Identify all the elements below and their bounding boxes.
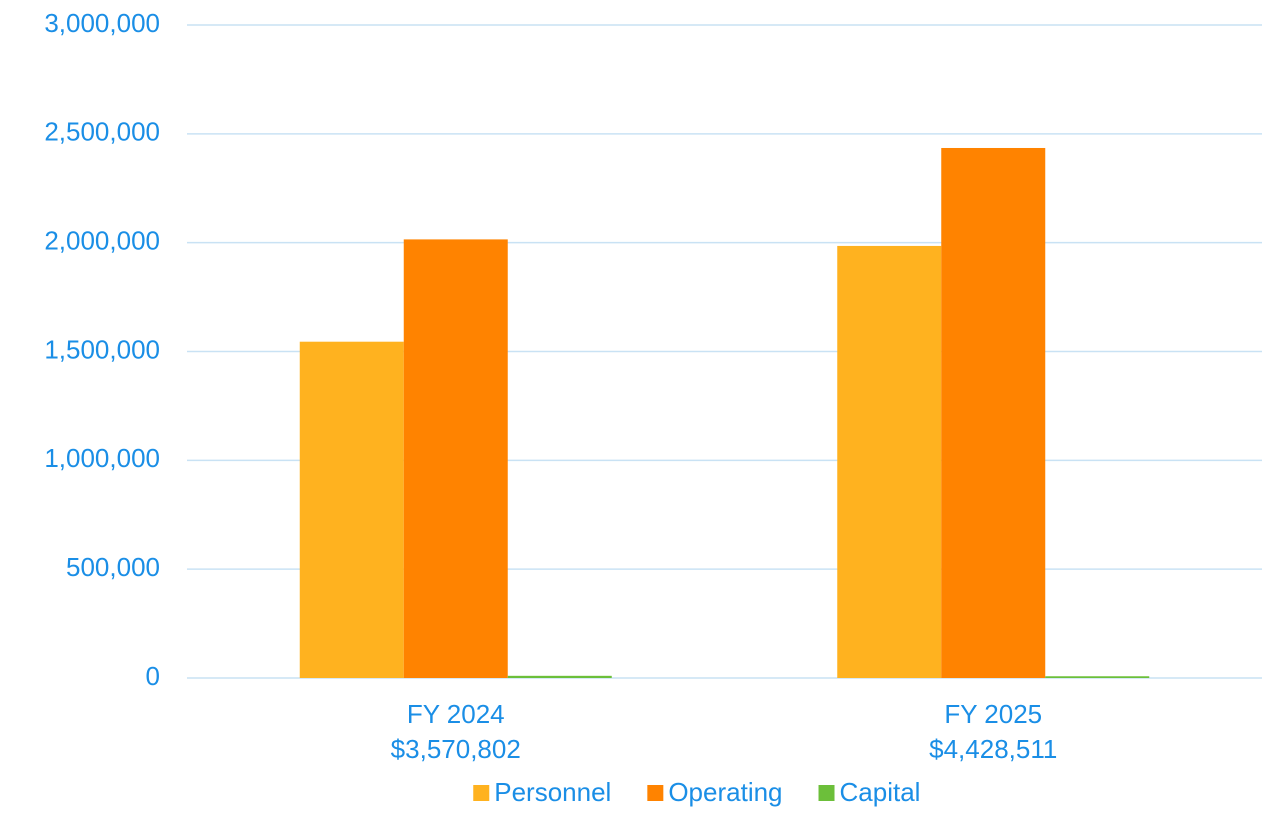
bar: [299, 341, 404, 678]
x-tick-label: FY 2024: [407, 699, 505, 729]
bar: [507, 675, 612, 678]
y-tick-label: 1,000,000: [44, 443, 160, 473]
x-tick-total: $3,570,802: [391, 734, 521, 764]
legend-label: Personnel: [494, 777, 611, 807]
x-tick-label: FY 2025: [944, 699, 1042, 729]
y-tick-label: 0: [146, 661, 160, 691]
bar: [941, 147, 1046, 678]
y-tick-label: 2,500,000: [44, 117, 160, 147]
bar: [1045, 676, 1150, 678]
x-tick-total: $4,428,511: [929, 734, 1057, 764]
y-tick-label: 3,000,000: [44, 8, 160, 38]
bar: [403, 239, 508, 678]
legend-label: Capital: [840, 777, 921, 807]
bar: [837, 245, 942, 678]
y-tick-label: 1,500,000: [44, 334, 160, 364]
legend-swatch: [647, 785, 664, 801]
y-tick-label: 500,000: [66, 552, 160, 582]
y-tick-label: 2,000,000: [44, 226, 160, 256]
legend-label: Operating: [668, 777, 782, 807]
legend-swatch: [818, 785, 835, 801]
legend-swatch: [473, 785, 490, 801]
